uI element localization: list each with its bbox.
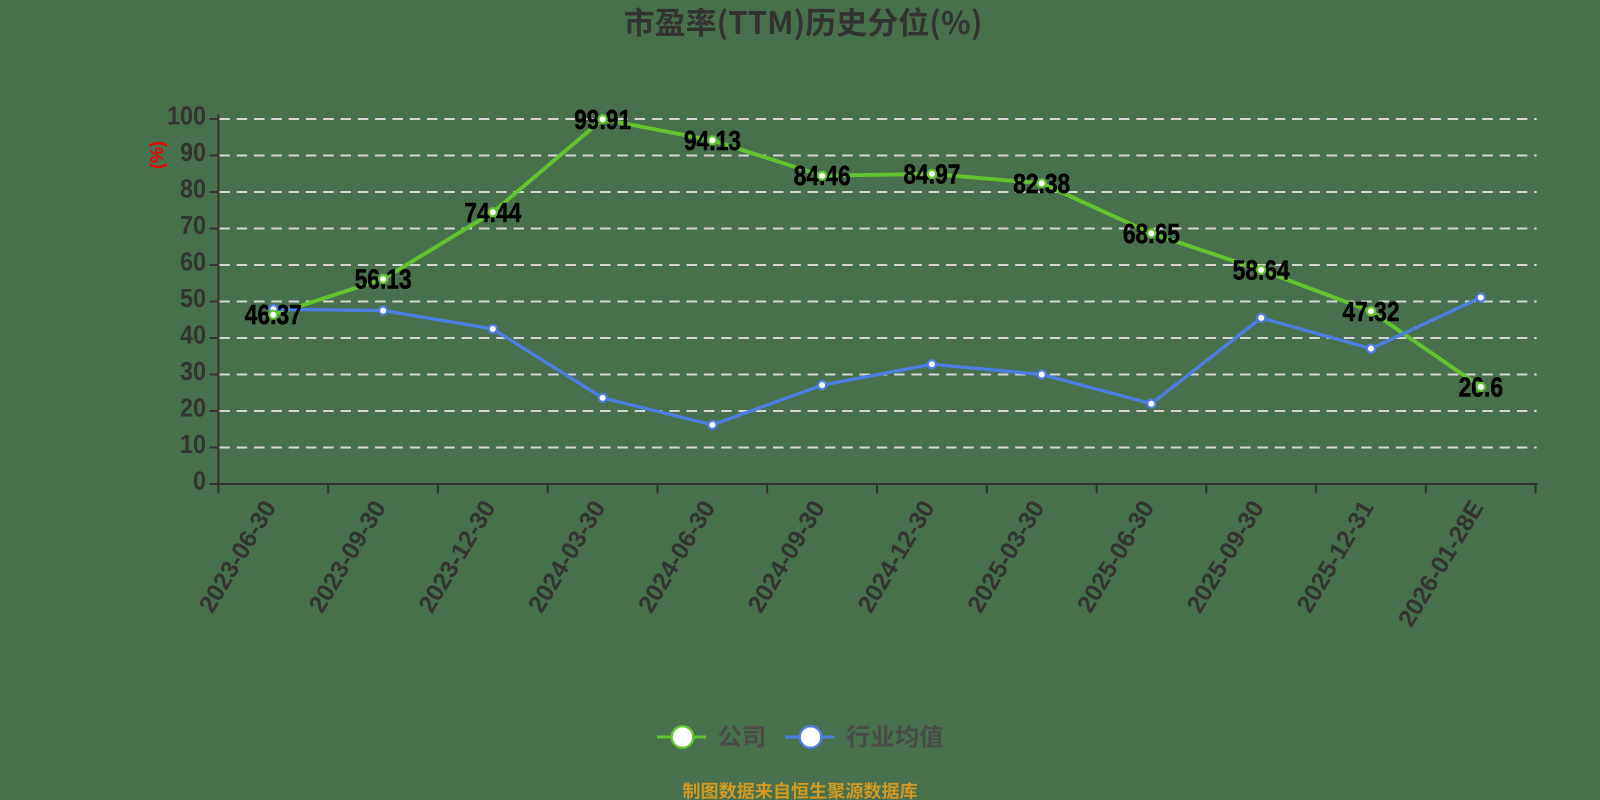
- svg-text:80: 80: [180, 175, 206, 203]
- svg-text:40: 40: [180, 321, 206, 349]
- svg-text:0: 0: [193, 467, 206, 495]
- svg-text:100: 100: [167, 102, 206, 130]
- svg-text:(%): (%): [147, 141, 167, 169]
- svg-text:90: 90: [180, 139, 206, 167]
- svg-text:58.64: 58.64: [1233, 255, 1291, 286]
- svg-text:99.91: 99.91: [574, 105, 631, 136]
- svg-text:10: 10: [180, 431, 206, 459]
- svg-text:60: 60: [180, 248, 206, 276]
- svg-text:30: 30: [180, 358, 206, 386]
- svg-text:70: 70: [180, 212, 206, 240]
- svg-text:50: 50: [180, 285, 206, 313]
- svg-text:20: 20: [180, 394, 206, 422]
